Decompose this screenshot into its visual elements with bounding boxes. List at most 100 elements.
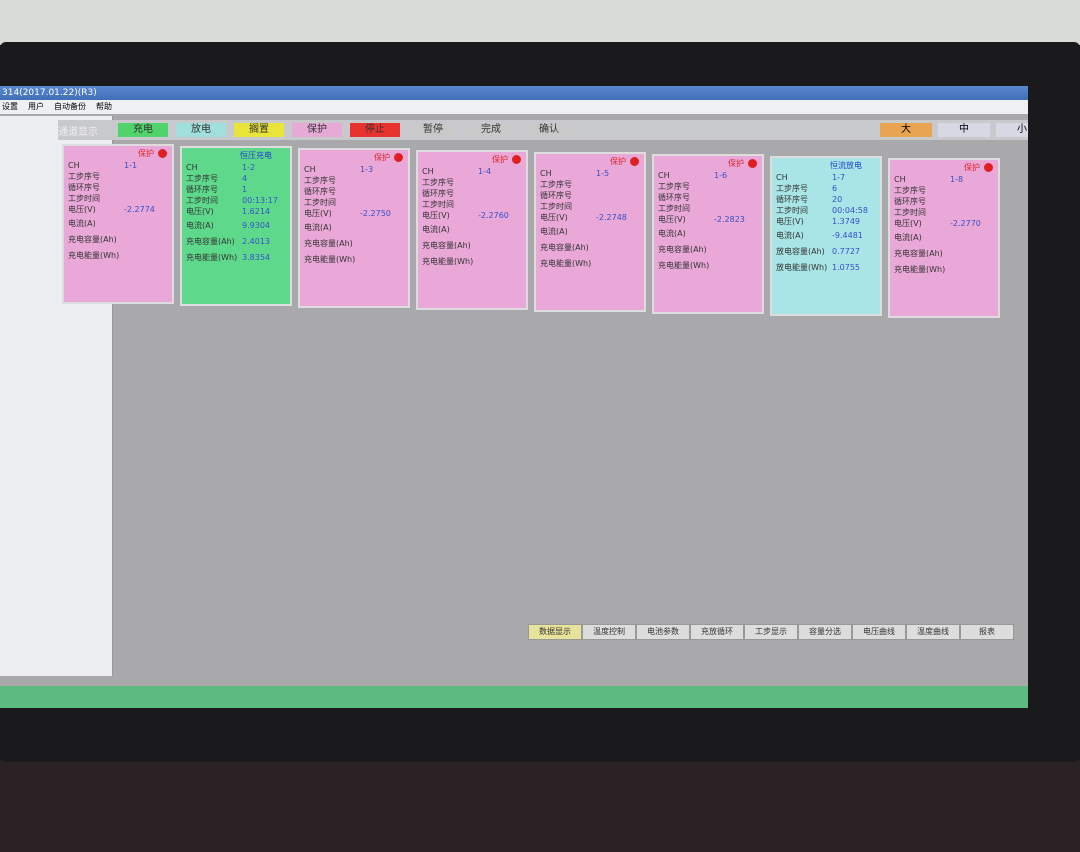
row-label: 电流(A) (894, 232, 922, 242)
card-row: 循环序号 (68, 182, 168, 193)
tab[interactable]: 温度控制 (582, 624, 636, 640)
row-label: 电流(A) (304, 222, 332, 232)
tab[interactable]: 工步显示 (744, 624, 798, 640)
menu-item[interactable]: 设置 (2, 102, 18, 111)
row-label: 电压(V) (422, 211, 450, 220)
card-row: 充电能量(Wh) (304, 251, 404, 267)
ch-label: CH (894, 175, 906, 184)
alarm-icon (512, 155, 521, 164)
card-row: 充电能量(Wh) (894, 261, 994, 277)
row-label: 充电容量(Ah) (658, 244, 707, 254)
channel-card[interactable]: 保护 CH 1-6 工步序号 循环序号 工步时间 电压(V) -2.2823 电流(A) 充电容量… (652, 154, 764, 314)
toolbar-label: 通道显示 (58, 126, 98, 138)
card-row: 电流(A) (422, 221, 522, 237)
wall (0, 0, 1080, 45)
tab[interactable]: 数据显示 (528, 624, 582, 640)
ch-label: CH (422, 167, 434, 176)
size-button[interactable]: 大 (880, 123, 932, 137)
tab[interactable]: 容量分选 (798, 624, 852, 640)
card-row: 电压(V) 1.6214 (186, 206, 286, 217)
card-row: 电压(V) -2.2748 (540, 212, 640, 223)
menu-bar: 设置 用户 自动备份 帮助 (0, 100, 1028, 114)
tab[interactable]: 电池参数 (636, 624, 690, 640)
row-value: 1.0755 (832, 262, 860, 272)
card-row: 循环序号 (422, 188, 522, 199)
card-row: 工步序号 (68, 171, 168, 182)
row-label: 充电容量(Ah) (894, 248, 943, 258)
size-button[interactable]: 小 (996, 123, 1028, 137)
state-button[interactable]: 搁置 (234, 123, 284, 137)
card-status: 保护 (894, 162, 994, 174)
row-label: 电压(V) (304, 209, 332, 218)
channel-card[interactable]: 保护 CH 1-1 工步序号 循环序号 工步时间 电压(V) -2.2774 电流(A) 充电容量… (62, 144, 174, 304)
tab[interactable]: 电压曲线 (852, 624, 906, 640)
card-row: 电压(V) -2.2760 (422, 210, 522, 221)
cards: 保护 CH 1-1 工步序号 循环序号 工步时间 电压(V) -2.2774 电流(A) 充电容量… (62, 144, 1000, 318)
channel-id: 1-7 (832, 173, 846, 182)
row-label: 工步序号 (776, 184, 808, 193)
card-row: 工步时间 (540, 201, 640, 212)
row-label: 电流(A) (422, 224, 450, 234)
row-label: 循环序号 (68, 183, 100, 192)
state-button[interactable]: 保护 (292, 123, 342, 137)
channel-card[interactable]: 保护 CH 1-3 工步序号 循环序号 工步时间 电压(V) -2.2750 电流(A) 充电容量… (298, 148, 410, 308)
state-button[interactable]: 完成 (466, 123, 516, 137)
row-label: 工步时间 (422, 200, 454, 209)
channel-card[interactable]: 恒压充电 CH 1-2 工步序号 4 循环序号 1 工步时间 00:13:17 电压(V) 1.62… (180, 146, 292, 306)
row-label: 电压(V) (894, 219, 922, 228)
row-label: 电压(V) (776, 217, 804, 226)
ch-label: CH (186, 163, 198, 172)
tab[interactable]: 温度曲线 (906, 624, 960, 640)
ch-label: CH (658, 171, 670, 180)
channel-card[interactable]: 保护 CH 1-5 工步序号 循环序号 工步时间 电压(V) -2.2748 电流(A) 充电容量… (534, 152, 646, 312)
card-row: CH 1-5 (540, 168, 640, 179)
row-label: 充电容量(Ah) (422, 240, 471, 250)
card-row: 充电能量(Wh) (658, 257, 758, 273)
channel-card[interactable]: 恒流放电 CH 1-7 工步序号 6 循环序号 20 工步时间 00:04:58 电压(V) 1.3… (770, 156, 882, 316)
row-value: 1 (242, 185, 248, 194)
channel-card[interactable]: 保护 CH 1-8 工步序号 循环序号 工步时间 电压(V) -2.2770 电流(A) 充电容量… (888, 158, 1000, 318)
card-status: 保护 (540, 156, 640, 168)
row-label: 工步序号 (894, 186, 926, 195)
row-value: -9.4481 (832, 230, 863, 240)
row-label: 工步序号 (540, 180, 572, 189)
screen: 314(2017.01.22)(R3) 设置 用户 自动备份 帮助 通道显示 充电 放电搁… (0, 86, 1028, 708)
card-row: 充电容量(Ah) (894, 245, 994, 261)
card-row: 电流(A) (68, 215, 168, 231)
size-button[interactable]: 中 (938, 123, 990, 137)
tab[interactable]: 报表 (960, 624, 1014, 640)
row-value: 00:13:17 (242, 196, 278, 205)
menu-item[interactable]: 帮助 (96, 102, 112, 111)
card-row: 工步序号 6 (776, 183, 876, 194)
row-value: -2.2760 (478, 211, 509, 220)
state-button[interactable]: 停止 (350, 123, 400, 137)
ch-label: CH (304, 165, 316, 174)
card-status: 保护 (422, 154, 522, 166)
card-row: 工步时间 00:13:17 (186, 195, 286, 206)
card-row: 放电能量(Wh) 1.0755 (776, 259, 876, 275)
row-label: 工步时间 (658, 204, 690, 213)
state-button[interactable]: 暂停 (408, 123, 458, 137)
channel-id: 1-6 (714, 171, 728, 180)
card-row: 电压(V) -2.2823 (658, 214, 758, 225)
row-label: 充电能量(Wh) (540, 258, 592, 268)
menu-item[interactable]: 用户 (28, 102, 44, 111)
row-label: 工步序号 (658, 182, 690, 191)
card-row: 工步时间 00:04:58 (776, 205, 876, 216)
state-button[interactable]: 确认 (524, 123, 574, 137)
card-row: 循环序号 (304, 186, 404, 197)
state-button[interactable]: 放电 (176, 123, 226, 137)
tab[interactable]: 充放循环 (690, 624, 744, 640)
row-value: -2.2774 (124, 205, 155, 214)
row-label: 循环序号 (894, 197, 926, 206)
card-status: 保护 (658, 158, 758, 170)
menu-item[interactable]: 自动备份 (54, 102, 86, 111)
row-label: 放电容量(Ah) (776, 246, 825, 256)
row-label: 放电能量(Wh) (776, 262, 828, 272)
state-button[interactable]: 充电 (118, 123, 168, 137)
channel-card[interactable]: 保护 CH 1-4 工步序号 循环序号 工步时间 电压(V) -2.2760 电流(A) 充电容量… (416, 150, 528, 310)
taskbar (0, 686, 1028, 708)
channel-id: 1-5 (596, 169, 610, 178)
channel-id: 1-2 (242, 163, 256, 172)
